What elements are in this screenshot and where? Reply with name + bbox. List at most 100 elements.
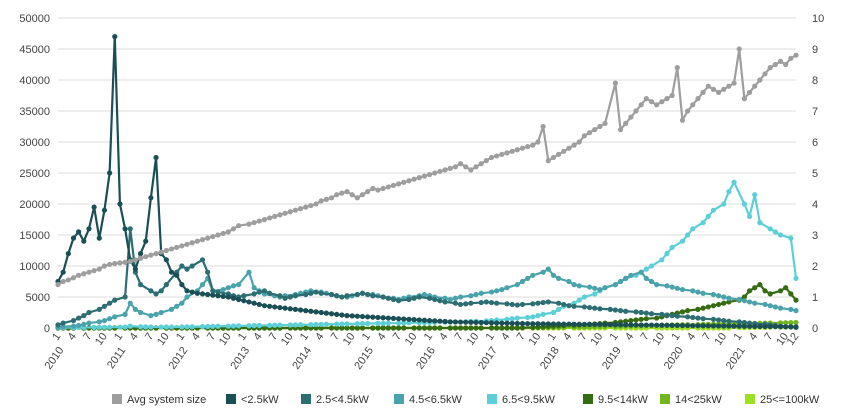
- x-tick-label: 4: [251, 331, 264, 343]
- series-Avg system size: [55, 46, 799, 288]
- data-point: [426, 325, 433, 331]
- data-point: [375, 325, 381, 331]
- data-point: [70, 275, 77, 281]
- data-point: [76, 229, 82, 235]
- data-point: [540, 321, 546, 327]
- x-tick-label: 4: [375, 331, 388, 343]
- data-point: [256, 218, 262, 224]
- data-point: [344, 313, 350, 319]
- x-tick-label: 4: [499, 331, 512, 343]
- data-point: [179, 324, 185, 330]
- data-point: [597, 286, 603, 293]
- data-point: [597, 306, 603, 312]
- data-point: [225, 229, 231, 235]
- data-point: [359, 192, 366, 198]
- data-point: [623, 308, 629, 314]
- data-point: [648, 263, 655, 269]
- data-point: [674, 322, 680, 329]
- data-point: [710, 86, 717, 92]
- data-point: [148, 252, 154, 258]
- data-point: [101, 263, 108, 269]
- data-point: [741, 298, 747, 304]
- data-point: [359, 325, 366, 331]
- data-point: [411, 176, 417, 182]
- data-point: [447, 296, 453, 303]
- data-point: [571, 282, 577, 288]
- data-point: [334, 192, 340, 198]
- data-point: [721, 323, 727, 329]
- data-point: [365, 291, 371, 298]
- data-point: [401, 325, 407, 331]
- data-point: [117, 324, 123, 330]
- x-tick-label: 7: [391, 331, 404, 343]
- data-point: [380, 320, 386, 326]
- data-point: [767, 291, 773, 297]
- legend-item: Avg system size: [112, 394, 206, 406]
- data-point: [432, 296, 438, 303]
- data-point: [576, 283, 582, 289]
- data-point: [390, 325, 397, 331]
- data-point: [390, 296, 397, 303]
- data-point: [530, 142, 536, 148]
- data-point: [659, 311, 665, 317]
- data-point: [143, 324, 149, 330]
- data-point: [777, 305, 784, 311]
- data-point: [581, 294, 588, 300]
- legend-item: 6.5<9.5kW: [487, 394, 556, 406]
- data-point: [514, 325, 520, 331]
- data-point: [323, 321, 329, 327]
- data-point: [215, 323, 221, 329]
- data-point: [442, 299, 448, 305]
- data-point: [328, 325, 335, 331]
- data-point: [401, 179, 407, 185]
- data-point: [81, 271, 87, 277]
- data-point: [297, 206, 304, 212]
- data-point: [452, 164, 458, 170]
- data-point: [60, 269, 66, 275]
- data-point: [163, 247, 169, 254]
- data-point: [396, 316, 402, 322]
- data-point: [205, 269, 211, 275]
- data-point: [380, 185, 386, 192]
- data-point: [592, 127, 598, 133]
- data-point: [256, 289, 262, 295]
- data-point: [762, 71, 768, 77]
- data-point: [721, 294, 727, 300]
- data-point: [241, 298, 247, 304]
- x-tick-label: 4: [437, 331, 450, 343]
- data-point: [592, 291, 598, 297]
- data-point: [643, 275, 649, 281]
- x-tick-label: 1: [50, 331, 63, 343]
- data-point: [184, 266, 190, 272]
- data-point: [205, 323, 211, 330]
- x-tick-label: 4: [189, 331, 202, 343]
- data-point: [168, 269, 175, 275]
- data-point: [592, 305, 598, 311]
- data-point: [767, 226, 773, 232]
- data-point: [679, 286, 686, 293]
- data-point: [380, 294, 386, 300]
- data-point: [576, 139, 582, 145]
- data-point: [189, 324, 195, 330]
- data-point: [339, 325, 345, 331]
- series-2.5<4.5kW: [55, 226, 799, 330]
- y-right-tick-label: 4: [812, 199, 818, 211]
- data-point: [571, 321, 577, 327]
- data-point: [359, 290, 366, 296]
- data-point: [411, 295, 417, 301]
- x-tick-label: 10: [93, 331, 110, 348]
- data-point: [447, 319, 453, 325]
- data-point: [586, 284, 593, 290]
- data-point: [504, 320, 510, 326]
- legend-swatch: [301, 394, 311, 404]
- data-point: [638, 102, 644, 108]
- x-tick-label: 7: [81, 331, 94, 343]
- data-point: [700, 305, 706, 311]
- data-point: [318, 290, 324, 296]
- data-point: [334, 311, 340, 317]
- data-point: [158, 249, 164, 255]
- data-point: [540, 311, 546, 317]
- data-point: [721, 317, 727, 324]
- data-point: [710, 323, 717, 329]
- data-point: [251, 220, 257, 226]
